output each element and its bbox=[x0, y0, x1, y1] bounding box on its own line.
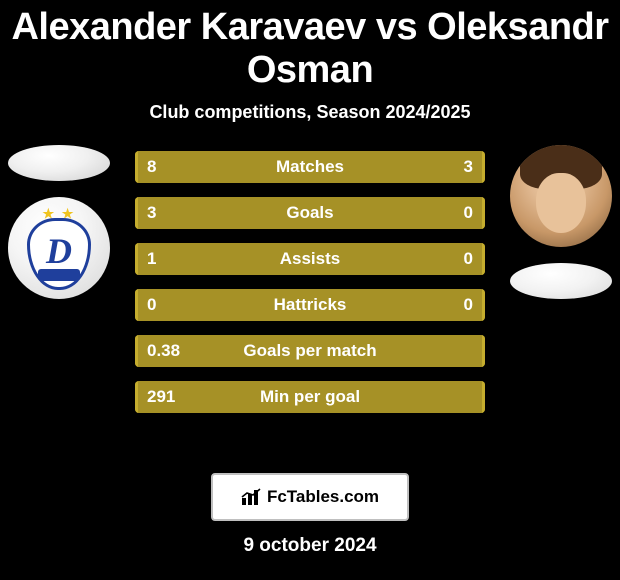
page-title: Alexander Karavaev vs Oleksandr Osman bbox=[0, 0, 620, 92]
stat-row: 291Min per goal bbox=[135, 381, 485, 413]
right-player-column bbox=[510, 145, 612, 299]
fctables-logo-icon bbox=[241, 488, 263, 506]
left-player-column: ★ ★ D bbox=[8, 145, 110, 299]
left-player-photo-placeholder bbox=[8, 145, 110, 181]
stat-label: Hattricks bbox=[135, 295, 485, 315]
stat-row: 10Assists bbox=[135, 243, 485, 275]
stat-row: 00Hattricks bbox=[135, 289, 485, 321]
stat-bars: 83Matches 30Goals 10Assists 00Hattricks 0.38… bbox=[135, 151, 485, 427]
stat-label: Min per goal bbox=[135, 387, 485, 407]
stat-row: 30Goals bbox=[135, 197, 485, 229]
stat-label: Assists bbox=[135, 249, 485, 269]
stat-row: 83Matches bbox=[135, 151, 485, 183]
source-label: FcTables.com bbox=[267, 487, 379, 507]
right-player-photo bbox=[510, 145, 612, 247]
stat-label: Goals bbox=[135, 203, 485, 223]
comparison-panel: ★ ★ D 83Matches 30Goals 10Assists 00Hattric… bbox=[0, 151, 620, 451]
dynamo-kyiv-badge-icon: ★ ★ D bbox=[8, 197, 110, 299]
right-player-club-badge-placeholder bbox=[510, 263, 612, 299]
source-badge[interactable]: FcTables.com bbox=[211, 473, 409, 521]
subtitle: Club competitions, Season 2024/2025 bbox=[0, 102, 620, 123]
date-label: 9 october 2024 bbox=[0, 535, 620, 557]
stat-label: Goals per match bbox=[135, 341, 485, 361]
stat-row: 0.38Goals per match bbox=[135, 335, 485, 367]
left-player-club-badge: ★ ★ D bbox=[8, 197, 110, 299]
stat-label: Matches bbox=[135, 157, 485, 177]
